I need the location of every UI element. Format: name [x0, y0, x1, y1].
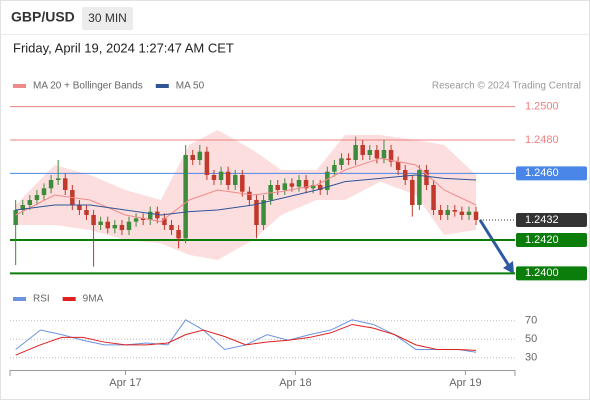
candle-body: [98, 221, 103, 225]
candle-body: [325, 171, 330, 190]
level-label: 1.2420: [525, 234, 559, 246]
candle-body: [346, 158, 351, 160]
candle-body: [133, 218, 139, 222]
candle-body: [289, 183, 295, 187]
candle-body: [27, 200, 33, 205]
candle-body: [445, 210, 450, 215]
candle-body: [296, 180, 302, 187]
legend-swatch: [155, 84, 169, 88]
candle-body: [119, 225, 125, 230]
candle-body: [275, 185, 280, 190]
candle-body: [452, 210, 458, 212]
candle-body: [112, 225, 118, 229]
level-label: 1.2460: [525, 167, 559, 179]
candle-body: [367, 150, 373, 155]
candle-body: [147, 211, 153, 220]
candle-body: [20, 205, 25, 210]
legend-swatch: [13, 297, 26, 301]
candle-body: [55, 178, 61, 180]
x-tick-label: Apr 19: [449, 377, 481, 389]
candle-body: [473, 211, 479, 220]
indicator-line: [15, 323, 477, 356]
candle-body: [62, 178, 68, 190]
legend-label: MA 50: [176, 81, 205, 92]
candle-body: [183, 155, 188, 239]
candle-body: [169, 225, 174, 230]
x-tick-label: Apr 17: [109, 377, 141, 389]
candle-body: [48, 180, 54, 189]
candle-body: [459, 211, 465, 215]
candle-body: [360, 145, 365, 155]
candle-body: [310, 185, 316, 189]
candle-body: [410, 180, 415, 205]
ma-line: [15, 174, 477, 216]
legend-label: MA 20 + Bollinger Bands: [33, 81, 143, 92]
symbol: GBP/USD: [11, 9, 75, 25]
candle-body: [41, 188, 47, 195]
candle-body: [424, 170, 429, 185]
candle-body: [240, 175, 245, 192]
candle-body: [261, 200, 266, 225]
ma-line: [15, 157, 477, 223]
candle-body: [77, 205, 82, 210]
level-box: [516, 213, 587, 227]
level-label: 1.2400: [525, 267, 559, 279]
candle-body: [388, 150, 394, 162]
candle-body: [282, 183, 288, 190]
candle-body: [225, 171, 231, 185]
level-label: 1.2480: [525, 134, 559, 146]
candle-body: [140, 218, 146, 220]
x-tick-label: Apr 18: [279, 377, 311, 389]
candle-body: [218, 171, 224, 180]
candle-body: [91, 215, 96, 225]
credit: Research © 2024 Trading Central: [432, 81, 581, 92]
candle-body: [431, 185, 436, 210]
candle-body: [232, 175, 238, 185]
y-tick-label: 50: [525, 333, 537, 345]
legend-label: 9MA: [83, 294, 104, 305]
candle-body: [254, 200, 259, 225]
candle-body: [84, 210, 89, 215]
candle-body: [176, 230, 181, 239]
candle-body: [105, 221, 110, 229]
candle-body: [303, 180, 309, 189]
timestamp: Friday, April 19, 2024 1:27:47 AM CET: [13, 40, 234, 55]
level-label: 1.2432: [525, 214, 559, 226]
candle-body: [339, 158, 344, 165]
candle-body: [374, 150, 380, 159]
candle-body: [353, 145, 358, 160]
candle-body: [402, 170, 408, 180]
forecast-arrow: [478, 219, 511, 267]
level-box: [516, 233, 587, 247]
y-tick-label: 70: [525, 315, 537, 327]
candle-body: [13, 210, 18, 225]
candle-body: [34, 195, 40, 200]
y-tick-label: 30: [525, 352, 537, 364]
candle-body: [417, 170, 422, 205]
candle-body: [162, 218, 167, 225]
candle-body: [395, 161, 401, 170]
candle-body: [332, 165, 337, 172]
candle-body: [381, 150, 387, 159]
level-label: 1.2500: [525, 101, 559, 113]
candle-body: [211, 175, 217, 180]
candle-body: [247, 191, 252, 200]
legend-label: RSI: [33, 294, 50, 305]
forecast-arrow-head: [503, 261, 514, 274]
candle-body: [190, 155, 195, 160]
level-box: [516, 266, 587, 281]
candle-body: [438, 210, 443, 215]
level-box: [516, 166, 587, 181]
interval[interactable]: 30 MIN: [88, 11, 127, 25]
candle-body: [197, 151, 203, 160]
legend-swatch: [62, 297, 76, 301]
candle-body: [204, 151, 210, 175]
candle-body: [317, 185, 323, 190]
interval-box[interactable]: [82, 7, 133, 30]
candle-body: [126, 221, 132, 230]
candle-body: [466, 211, 472, 215]
legend-swatch: [13, 84, 26, 88]
